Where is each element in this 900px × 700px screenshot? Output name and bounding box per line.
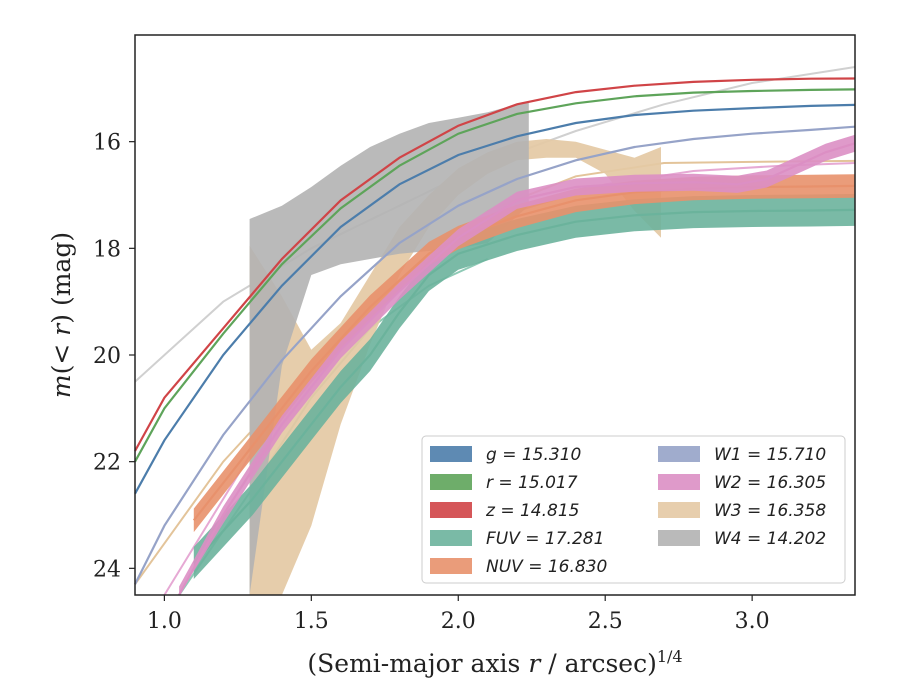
legend-label-nuv: NUV = 16.830 — [486, 557, 607, 577]
legend-label-w4: W4 = 14.202 — [714, 529, 826, 549]
legend: g = 15.310 r = 15.017 z = 14.815 FUV = 17.2… — [421, 435, 846, 584]
series-band-nuv — [193, 174, 856, 533]
y-tick-label: 18 — [93, 237, 121, 262]
y-tick-label: 16 — [93, 131, 121, 156]
x-tick-label: 2.5 — [588, 609, 623, 634]
legend-swatch-w2 — [658, 474, 700, 490]
plot-frame — [134, 34, 856, 596]
x-tick-label: 1.0 — [147, 609, 182, 634]
series-line-fuv — [192, 208, 856, 564]
x-tick-label: 1.5 — [294, 609, 329, 634]
legend-label-fuv: FUV = 17.281 — [486, 529, 604, 549]
legend-swatch-fuv — [430, 530, 472, 546]
y-tick-label: 20 — [93, 344, 121, 369]
y-tick-label: 22 — [93, 451, 121, 476]
legend-label-z: z = 14.815 — [485, 501, 579, 521]
legend-swatch-r — [430, 474, 472, 490]
series-band-w4 — [249, 101, 529, 595]
legend-swatch-w3 — [658, 502, 700, 518]
y-axis: 16 18 20 22 24 — [93, 131, 135, 582]
x-tick-label: 2.0 — [441, 609, 476, 634]
series-line-w1 — [134, 125, 856, 585]
legend-label-g: g = 15.310 — [486, 445, 581, 465]
legend-swatch-g — [430, 446, 472, 462]
series-line-g — [134, 103, 856, 495]
legend-box — [421, 435, 846, 584]
series-layer — [134, 77, 856, 596]
legend-swatch-nuv — [430, 558, 472, 574]
series-line-z — [134, 77, 856, 452]
y-tick-label: 24 — [93, 557, 121, 582]
legend-label-w1: W1 = 15.710 — [714, 445, 826, 465]
legend-label-r: r = 15.017 — [486, 473, 578, 493]
legend-label-w3: W3 = 16.358 — [714, 501, 826, 521]
legend-label-w2: W2 = 16.305 — [714, 473, 826, 493]
legend-swatch-w1 — [658, 446, 700, 462]
series-line-w2 — [178, 142, 856, 596]
legend-swatch-z — [430, 502, 472, 518]
y-axis-label: m(< r) (mag) — [47, 232, 76, 398]
legend-swatch-w4 — [658, 530, 700, 546]
x-tick-label: 3.0 — [735, 609, 770, 634]
x-axis: 1.0 1.5 2.0 2.5 3.0 — [147, 595, 770, 634]
x-axis-label: (Semi-major axis r / arcsec)1/4 — [307, 647, 682, 678]
series-line-r — [134, 88, 856, 463]
